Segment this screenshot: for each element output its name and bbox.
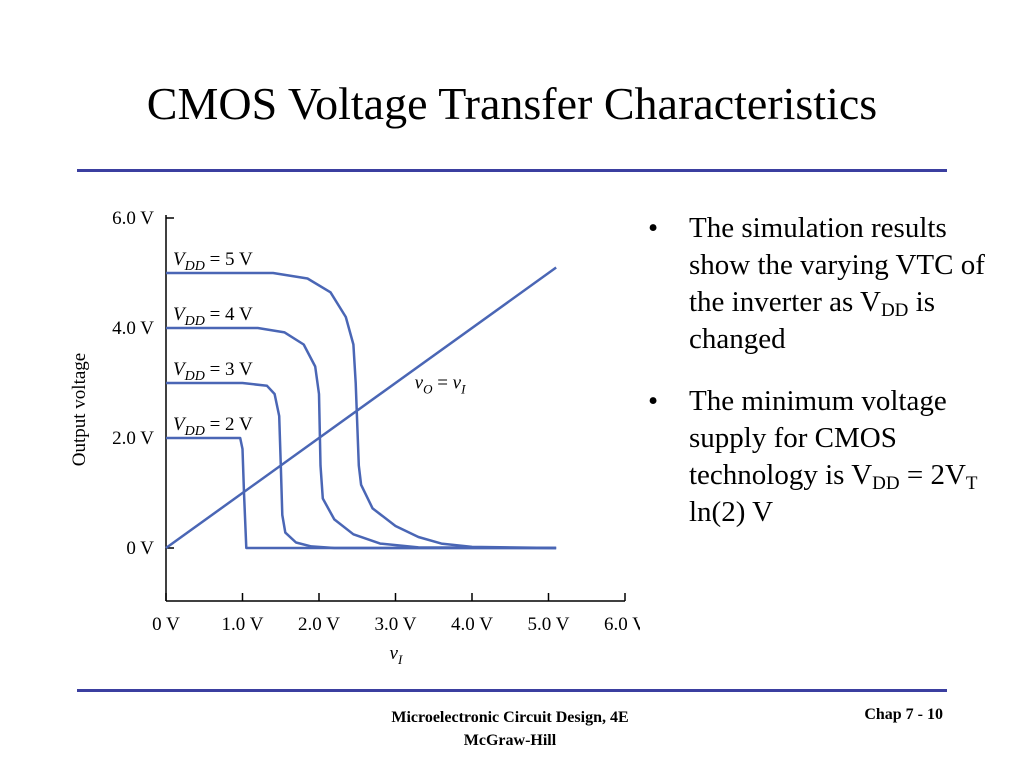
chart-axes [165, 215, 626, 602]
y-tick-label: 6.0 V [112, 208, 154, 229]
y-axis-title: Output voltage [69, 353, 90, 466]
y-tick-label: 2.0 V [112, 428, 154, 449]
footer-page-number: Chap 7 - 10 [864, 706, 943, 723]
x-tick-label: 2.0 V [298, 614, 340, 635]
vtc-curve-vdd-5 [166, 271, 557, 550]
bullet-list: • The simulation results show the varyin… [648, 210, 998, 556]
bullet-item-minimum-supply: • The minimum voltage supply for CMOS te… [648, 383, 998, 531]
x-tick-label: 4.0 V [451, 614, 493, 635]
slide-title: CMOS Voltage Transfer Characteristics [146, 78, 878, 129]
x-tick-label: 0 V [152, 614, 180, 635]
footer-book-info: Microelectronic Circuit Design, 4E McGra… [340, 706, 680, 752]
reference-line-label: vO = vI [415, 373, 466, 397]
vdd-label-2: VDD = 2 V [173, 414, 253, 439]
bullet-text-minimum-supply: The minimum voltage supply for CMOS tech… [689, 385, 978, 528]
footer-divider [77, 689, 947, 692]
vtc-curve-vdd-4 [166, 326, 557, 550]
vdd-label-3: VDD = 3 V [173, 359, 253, 384]
vdd-label-5: VDD = 5 V [173, 249, 253, 274]
bullet-text-simulation: The simulation results show the varying … [689, 212, 985, 355]
y-tick-label: 4.0 V [112, 318, 154, 339]
y-tick-label: 0 V [126, 538, 154, 559]
chart-series [165, 266, 557, 550]
x-tick-label: 3.0 V [375, 614, 417, 635]
vtc-curve-vdd-2 [166, 436, 557, 550]
footer-book-title: Microelectronic Circuit Design, 4E [391, 709, 629, 726]
bullet-item-simulation: • The simulation results show the varyin… [648, 210, 998, 358]
x-axis-title: vI [390, 643, 403, 667]
footer-publisher: McGraw-Hill [463, 732, 557, 749]
x-tick-label: 6.0 V [604, 614, 640, 635]
reference-line-vo-equals-vi [165, 266, 557, 550]
vtc-curve-vdd-3 [166, 381, 557, 550]
vtc-chart: 0 V 2.0 V 4.0 V 6.0 V 0 V 1.0 V 2.0 V 3.0 V 4.0 … [69, 208, 640, 667]
vdd-label-4: VDD = 4 V [173, 304, 253, 329]
x-tick-label: 1.0 V [222, 614, 264, 635]
bullet-dot: • [648, 385, 659, 417]
x-tick-label: 5.0 V [528, 614, 570, 635]
bullet-dot: • [648, 212, 659, 244]
title-divider [77, 169, 947, 172]
chart-labels: 0 V 2.0 V 4.0 V 6.0 V 0 V 1.0 V 2.0 V 3.0 V 4.0 … [69, 208, 640, 667]
